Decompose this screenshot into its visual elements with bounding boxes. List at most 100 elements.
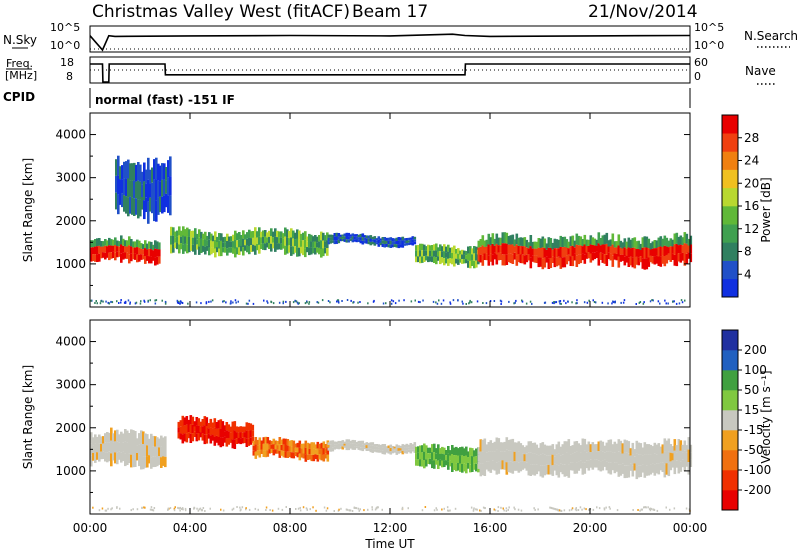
heatmap-cell bbox=[156, 456, 159, 467]
heatmap-cell bbox=[453, 447, 456, 456]
heatmap-cell bbox=[359, 237, 363, 241]
heatmap-cell bbox=[475, 253, 478, 261]
heatmap-cell bbox=[655, 463, 659, 474]
heatmap-cell bbox=[245, 302, 248, 305]
heatmap-cell bbox=[132, 454, 135, 468]
heatmap-cell bbox=[507, 236, 511, 245]
heatmap-cell bbox=[120, 301, 122, 304]
heatmap-cell bbox=[158, 456, 161, 465]
heatmap-cell bbox=[141, 197, 144, 210]
heatmap-cell bbox=[573, 441, 577, 453]
heatmap-cell bbox=[179, 509, 181, 512]
colorbar-segment bbox=[722, 115, 738, 134]
heatmap-cell bbox=[243, 432, 247, 438]
heatmap-cell bbox=[270, 300, 272, 303]
heatmap-cell bbox=[603, 234, 607, 245]
heatmap-cell bbox=[169, 176, 172, 196]
heatmap-cell bbox=[527, 452, 531, 465]
heatmap-cell bbox=[196, 233, 199, 240]
heatmap-cell bbox=[443, 251, 446, 259]
heatmap-cell bbox=[549, 464, 553, 475]
heatmap-cell bbox=[661, 238, 665, 248]
heatmap-cell bbox=[345, 508, 348, 511]
heatmap-cell bbox=[282, 233, 285, 239]
heatmap-cell bbox=[627, 441, 631, 454]
heatmap-cell bbox=[252, 231, 255, 238]
heatmap-cell bbox=[335, 236, 339, 241]
heatmap-cell bbox=[445, 246, 448, 253]
heatmap-cell bbox=[367, 241, 371, 245]
heatmap-cell bbox=[655, 454, 659, 464]
heatmap-cell bbox=[543, 257, 547, 268]
heatmap-cell bbox=[473, 246, 476, 254]
heatmap-cell bbox=[110, 245, 113, 253]
heatmap-cell bbox=[152, 255, 155, 261]
heatmap-cell bbox=[493, 461, 497, 471]
heatmap-cell bbox=[274, 444, 278, 450]
heatmap-cell bbox=[184, 507, 187, 510]
heatmap-cell bbox=[254, 245, 257, 255]
heatmap-cell bbox=[435, 453, 438, 460]
heatmap-cell bbox=[221, 429, 225, 438]
heatmap-cell bbox=[298, 239, 301, 248]
colorbar-segment bbox=[722, 430, 738, 451]
heatmap-cell bbox=[214, 248, 217, 258]
heatmap-cell bbox=[194, 228, 197, 238]
heatmap-cell bbox=[266, 242, 269, 248]
heatmap-cell bbox=[98, 245, 101, 254]
heatmap-cell bbox=[272, 242, 275, 249]
heatmap-cell bbox=[302, 453, 306, 459]
heatmap-cell bbox=[447, 509, 449, 512]
heatmap-cell bbox=[179, 302, 181, 305]
heatmap-cell bbox=[164, 456, 167, 468]
heatmap-cell bbox=[547, 464, 551, 475]
heatmap-cell bbox=[389, 244, 393, 248]
heatmap-cell bbox=[170, 226, 173, 236]
heatmap-cell bbox=[333, 233, 337, 237]
heatmap-cell bbox=[493, 508, 495, 511]
heatmap-cell bbox=[549, 238, 553, 248]
heatmap-cell bbox=[685, 452, 689, 460]
heatmap-cell bbox=[353, 506, 355, 509]
heatmap-cell bbox=[375, 238, 379, 241]
heatmap-cell bbox=[623, 256, 627, 266]
heatmap-cell bbox=[401, 444, 405, 448]
heatmap-cell bbox=[98, 509, 101, 512]
heatmap-cell bbox=[102, 436, 105, 444]
heatmap-cell bbox=[481, 451, 485, 464]
heatmap-cell bbox=[643, 506, 645, 509]
heatmap-cell bbox=[459, 455, 462, 464]
heatmap-cell bbox=[222, 237, 225, 243]
heatmap-cell bbox=[515, 442, 519, 452]
heatmap-cell bbox=[371, 442, 375, 446]
heatmap-cell bbox=[266, 300, 268, 303]
heatmap-cell bbox=[299, 506, 301, 509]
heatmap-cell bbox=[288, 440, 292, 447]
heatmap-cell bbox=[163, 179, 166, 196]
heatmap-cell bbox=[393, 244, 397, 247]
heatmap-cell bbox=[339, 236, 343, 239]
heatmap-cell bbox=[312, 236, 315, 242]
heatmap-cell bbox=[557, 256, 561, 266]
heatmap-cell bbox=[349, 236, 353, 239]
heatmap-cell bbox=[403, 447, 407, 451]
heatmap-cell bbox=[353, 443, 357, 447]
heatmap-cell bbox=[304, 248, 307, 258]
heatmap-cell bbox=[140, 254, 143, 260]
heatmap-cell bbox=[227, 431, 231, 438]
heatmap-cell bbox=[341, 440, 345, 444]
heatmap-cell bbox=[573, 247, 577, 254]
velocity-colorbar-label: Velocity [m s⁻¹] bbox=[759, 370, 773, 463]
heatmap-cell bbox=[513, 506, 515, 509]
heatmap-cell bbox=[627, 465, 631, 478]
heatmap-cell bbox=[221, 421, 225, 430]
heatmap-cell bbox=[320, 240, 323, 249]
heatmap-cell bbox=[156, 256, 159, 265]
heatmap-cell bbox=[421, 452, 424, 460]
heatmap-cell bbox=[309, 508, 311, 511]
heatmap-cell bbox=[105, 509, 108, 512]
heatmap-cell bbox=[493, 451, 497, 461]
heatmap-cell bbox=[409, 237, 413, 240]
heatmap-cell bbox=[251, 430, 255, 437]
heatmap-cell bbox=[473, 253, 476, 261]
